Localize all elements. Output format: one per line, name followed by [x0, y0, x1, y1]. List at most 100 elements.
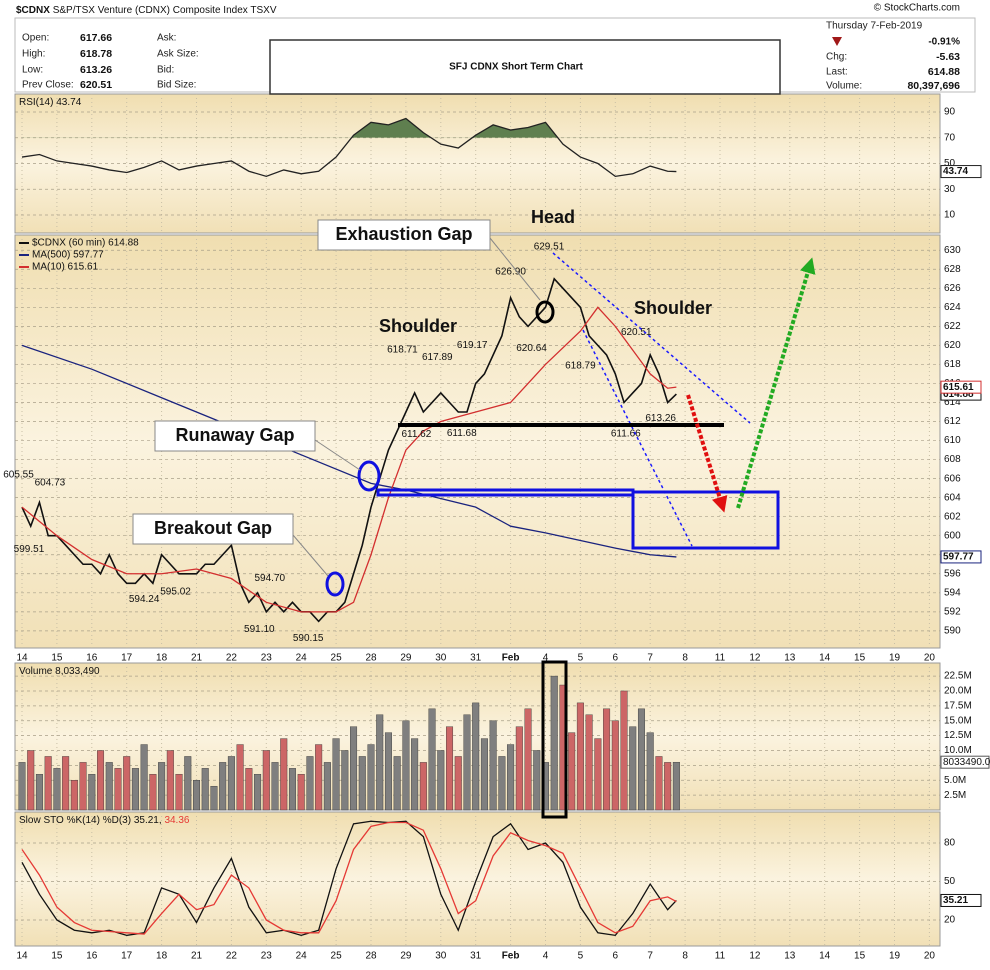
x-tick-label: 31	[470, 951, 482, 962]
series-line	[21, 820, 677, 937]
point-label: 620.64	[516, 343, 547, 354]
volume-bar	[376, 714, 384, 811]
y-tick-label: 594	[944, 587, 961, 598]
x-tick-label: 21	[191, 653, 203, 664]
trend-line	[552, 252, 751, 424]
x-tick-label: 4	[543, 951, 549, 962]
gap-circle	[535, 300, 555, 324]
x-tick-label: 7	[647, 653, 653, 664]
point-label: 611.68	[447, 428, 477, 439]
x-tick-label: 15	[51, 951, 63, 962]
y-tick-label: 610	[944, 435, 961, 446]
volume-bar	[489, 720, 497, 811]
panel-title-text: RSI(14) 43.74	[19, 97, 82, 108]
x-tick-label: 20	[924, 951, 936, 962]
point-label: 590.15	[293, 633, 324, 644]
x-tick-label: 11	[715, 951, 726, 962]
x-tick-label: 5	[578, 653, 584, 664]
x-tick-label: 23	[261, 653, 273, 664]
volume-bar	[358, 756, 366, 811]
point-label: 611.62	[401, 429, 431, 440]
point-label: 605.55	[3, 470, 34, 481]
volume-bar	[463, 714, 471, 811]
x-tick-label: 12	[749, 653, 761, 664]
y-tick-label: 2.5M	[944, 790, 966, 801]
volume-bar	[297, 774, 305, 811]
y-tick-label: 15.0M	[944, 715, 972, 726]
stat-value: 80,397,696	[907, 80, 960, 92]
y-tick-label: 618	[944, 359, 961, 370]
point-label: 594.24	[129, 594, 160, 605]
callout-line	[314, 439, 361, 471]
y-tick-label: 608	[944, 454, 961, 465]
volume-bar	[271, 762, 279, 811]
volume-bar	[210, 785, 218, 811]
x-tick-label: 22	[226, 951, 238, 962]
y-tick-label: 50	[944, 158, 956, 169]
x-tick-label: 21	[191, 951, 203, 962]
volume-bar	[384, 732, 392, 811]
x-tick-label: 16	[86, 951, 98, 962]
volume-bar	[655, 756, 663, 811]
volume-bar	[79, 762, 87, 811]
series-line	[21, 821, 677, 935]
y-tick-label: 620	[944, 340, 961, 351]
volume-bar	[332, 738, 340, 811]
x-tick-label: 19	[889, 951, 901, 962]
y-tick-label: 22.5M	[944, 671, 972, 682]
volume-bar	[480, 738, 488, 811]
title-box	[269, 39, 781, 95]
value-tag	[940, 755, 990, 769]
panel-title-text: Volume 8,033,490	[19, 666, 100, 677]
value-tag-text: 8033490.0	[943, 757, 990, 768]
y-tick-label: 17.5M	[944, 700, 972, 711]
point-label: 594.70	[254, 573, 285, 584]
breakout-gap-label: Breakout Gap	[154, 518, 272, 538]
x-tick-label: 15	[854, 653, 866, 664]
point-label: 629.51	[534, 242, 565, 253]
x-tick-label: 22	[226, 653, 238, 664]
value-tag	[940, 550, 982, 564]
field-label: Ask:	[157, 33, 176, 44]
volume-bar	[620, 690, 628, 811]
volume-bar	[262, 750, 270, 811]
callout-box	[154, 420, 316, 452]
volume-bar	[254, 774, 262, 811]
volume-bar	[603, 708, 611, 811]
callout-box	[317, 219, 491, 251]
gap-circle	[357, 460, 381, 492]
value-tag	[940, 893, 982, 907]
volume-bar	[131, 768, 139, 811]
legend-label: MA(500) 597.77	[32, 250, 104, 261]
y-tick-label: 624	[944, 302, 961, 313]
value-tag-text: 43.74	[943, 166, 968, 177]
y-tick-label: 20.0M	[944, 686, 972, 697]
change-percent: -0.91%	[928, 37, 960, 48]
y-tick-label: 590	[944, 626, 961, 637]
overbought-fill	[351, 118, 558, 138]
value-tag	[940, 380, 982, 394]
volume-bar	[664, 762, 672, 811]
x-tick-label: 17	[121, 951, 133, 962]
field-label: Low:	[22, 65, 43, 76]
x-tick-label: 8	[682, 951, 688, 962]
legend-label: $CDNX (60 min) 614.88	[32, 238, 139, 249]
x-tick-label: 11	[715, 653, 726, 664]
point-label: 604.73	[35, 477, 66, 488]
volume-bar	[367, 744, 375, 811]
field-value: 613.26	[80, 64, 112, 76]
volume-bar	[140, 744, 148, 811]
callout-line	[292, 534, 329, 577]
x-tick-label: 13	[784, 951, 796, 962]
volume-bar	[149, 774, 157, 811]
y-tick-label: 628	[944, 264, 961, 275]
volume-bar	[44, 756, 52, 811]
volume-bar	[114, 768, 122, 811]
up-arrow	[736, 257, 816, 509]
volume-bar	[428, 708, 436, 811]
y-tick-label: 20	[944, 915, 956, 926]
header-line: $CDNX S&P/TSX Venture (CDNX) Composite I…	[16, 5, 277, 16]
value-tag-text: 615.61	[943, 382, 974, 393]
volume-bar	[288, 768, 296, 811]
series-line	[21, 277, 677, 623]
